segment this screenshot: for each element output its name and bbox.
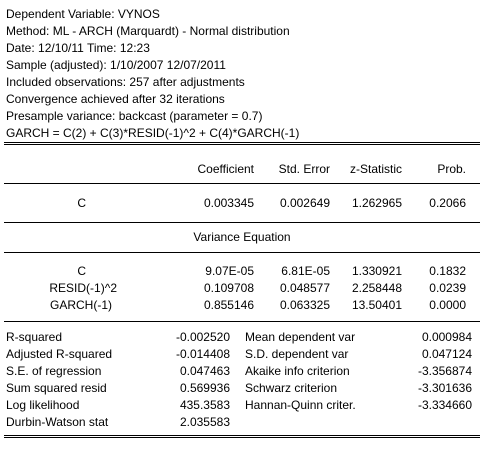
row-std-error: 0.002649 — [279, 196, 330, 210]
variance-equation-title: Variance Equation — [193, 230, 291, 244]
header-date-time: Date: 12/10/11 Time: 12:23 — [6, 41, 150, 55]
row-std-error: 6.81E-05 — [281, 264, 330, 278]
row-prob: 0.1832 — [429, 264, 466, 278]
row-prob: 0.0239 — [429, 281, 466, 295]
stat-value: -0.002520 — [175, 330, 230, 344]
row-coefficient: 0.003345 — [203, 196, 254, 210]
header-sample: Sample (adjusted): 1/10/2007 12/07/2011 — [6, 58, 226, 72]
header-rule — [4, 183, 480, 184]
stat-value-right: -3.334660 — [417, 398, 472, 412]
row-z-statistic: 1.262965 — [351, 196, 402, 210]
variance-bottom-rule — [4, 252, 480, 253]
header-presample: Presample variance: backcast (parameter … — [6, 109, 263, 123]
row-coefficient: 9.07E-05 — [205, 264, 254, 278]
stat-label: Adjusted R-squared — [6, 347, 113, 361]
stat-label: Log likelihood — [6, 398, 80, 412]
row-z-statistic: 13.50401 — [351, 298, 402, 312]
row-std-error: 0.063325 — [279, 298, 330, 312]
row-z-statistic: 1.330921 — [351, 264, 402, 278]
column-header-prob: Prob. — [437, 162, 466, 176]
stat-label-right: Mean dependent var — [245, 330, 356, 344]
row-z-statistic: 2.258448 — [351, 281, 402, 295]
column-header-z-statistic: z-Statistic — [349, 162, 402, 176]
row-coefficient: 0.109708 — [203, 281, 254, 295]
table-bottom-rule — [4, 435, 480, 438]
stats-top-rule — [4, 321, 480, 322]
row-label: GARCH(-1) — [50, 298, 112, 312]
stat-value-right: -3.301636 — [417, 381, 472, 395]
stat-value-right: 0.047124 — [421, 347, 472, 361]
stat-label-right: Hannan-Quinn criter. — [245, 398, 356, 412]
stat-value: 2.035583 — [179, 415, 230, 429]
stat-value-right: 0.000984 — [421, 330, 472, 344]
row-label: RESID(-1)^2 — [49, 281, 117, 295]
row-prob: 0.2066 — [429, 196, 466, 210]
stat-value: 435.3583 — [179, 398, 230, 412]
header-observations: Included observations: 257 after adjustm… — [6, 75, 245, 89]
header-garch-equation: GARCH = C(2) + C(3)*RESID(-1)^2 + C(4)*G… — [6, 126, 300, 140]
stat-label: Durbin-Watson stat — [6, 415, 109, 429]
stat-value: 0.047463 — [179, 364, 230, 378]
header-dependent-variable: Dependent Variable: VYNOS — [6, 7, 160, 21]
stat-value-right: -3.356874 — [417, 364, 472, 378]
row-label: C — [77, 264, 86, 278]
row-prob: 0.0000 — [429, 298, 466, 312]
header-method: Method: ML - ARCH (Marquardt) - Normal d… — [6, 24, 290, 38]
variance-top-rule — [4, 222, 480, 223]
row-coefficient: 0.855146 — [203, 298, 254, 312]
stat-label-right: S.D. dependent var — [245, 347, 349, 361]
stat-label: S.E. of regression — [6, 364, 102, 378]
header-convergence: Convergence achieved after 32 iterations — [6, 92, 225, 106]
stat-label-right: Schwarz criterion — [245, 381, 338, 395]
table-top-rule — [4, 142, 480, 145]
stat-value: -0.014408 — [175, 347, 230, 361]
stat-label-right: Akaike info criterion — [245, 364, 350, 378]
stat-value: 0.569936 — [179, 381, 230, 395]
stat-label: R-squared — [6, 330, 63, 344]
row-std-error: 0.048577 — [279, 281, 330, 295]
column-header-coefficient: Coefficient — [197, 162, 254, 176]
column-header-std-error: Std. Error — [278, 162, 330, 176]
row-label: C — [77, 196, 86, 210]
stat-label: Sum squared resid — [6, 381, 107, 395]
